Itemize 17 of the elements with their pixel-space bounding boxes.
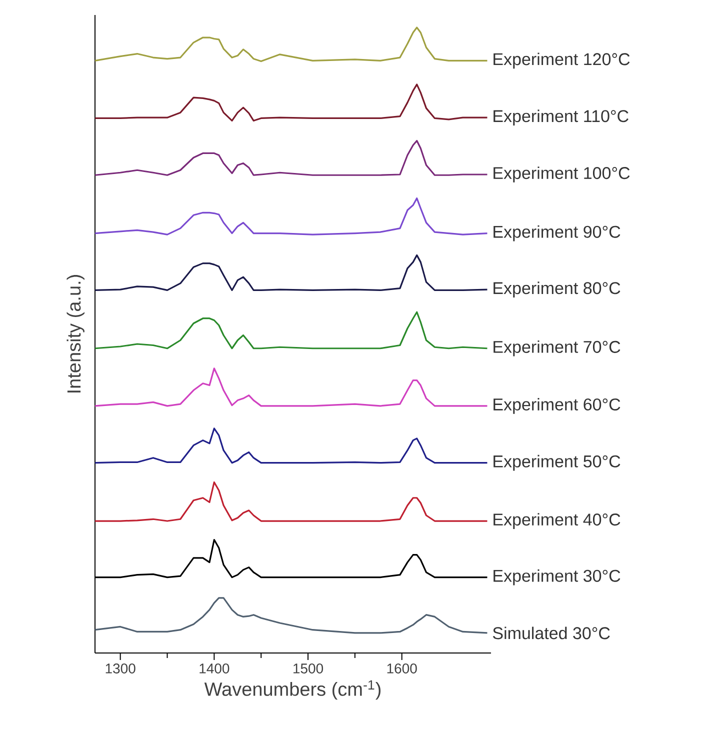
- x-tick-label: 1600: [387, 664, 417, 674]
- series-label: Experiment 80°C: [494, 282, 620, 298]
- series-label: Experiment 120°C: [494, 52, 630, 69]
- x-tick-label: 1400: [200, 664, 230, 674]
- series-label: Experiment 70°C: [494, 340, 620, 356]
- x-tick-label: 1500: [294, 664, 324, 674]
- y-axis-title: Intensity (a.u.): [66, 275, 84, 392]
- series-label: Experiment 40°C: [494, 513, 620, 529]
- series-label: Experiment 100°C: [494, 166, 630, 182]
- series-label: Experiment 30°C: [494, 569, 620, 586]
- series-label: Experiment 110°C: [494, 110, 628, 126]
- x-tick-label: 1300: [106, 664, 136, 674]
- series-label: Simulated 30°C: [492, 626, 610, 640]
- series-label: Experiment 60°C: [494, 398, 620, 414]
- series-label: Experiment 50°C: [494, 454, 620, 471]
- series-label: Experiment 90°C: [494, 225, 620, 242]
- x-axis-title: Wavenumbers (cm$^{-1}$): [204, 680, 380, 700]
